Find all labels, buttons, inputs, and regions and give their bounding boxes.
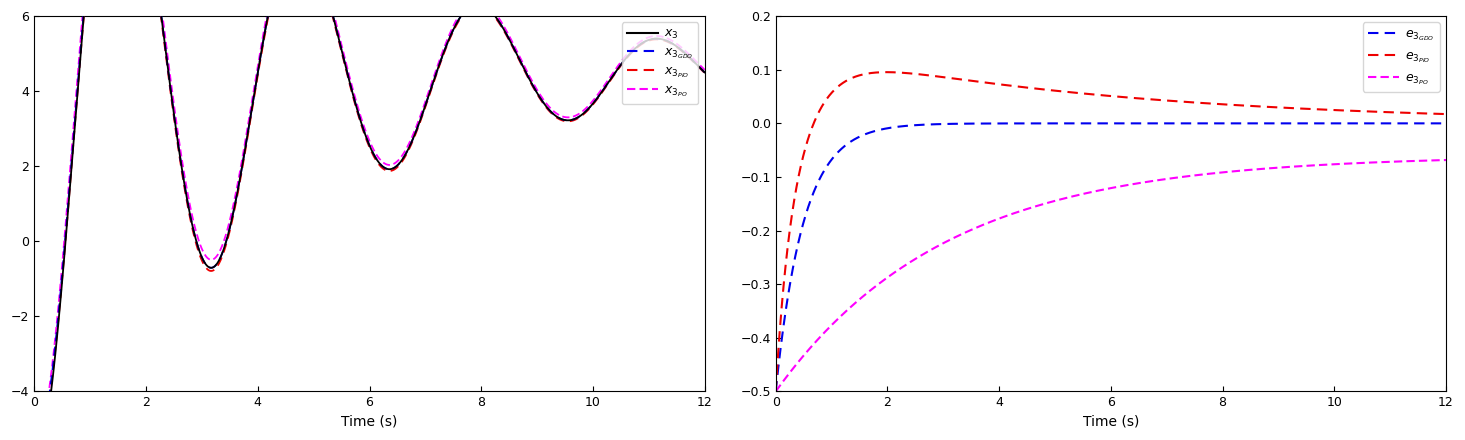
X-axis label: Time (s): Time (s) — [1083, 415, 1140, 429]
X-axis label: Time (s): Time (s) — [341, 415, 397, 429]
Legend: $x_3$, $x_{3_{GDO}}$, $x_{3_{PIO}}$, $x_{3_{PO}}$: $x_3$, $x_{3_{GDO}}$, $x_{3_{PIO}}$, $x_… — [621, 22, 699, 104]
Legend: $e_{3_{GDO}}$, $e_{3_{PIO}}$, $e_{3_{PO}}$: $e_{3_{GDO}}$, $e_{3_{PIO}}$, $e_{3_{PO}… — [1362, 22, 1440, 92]
